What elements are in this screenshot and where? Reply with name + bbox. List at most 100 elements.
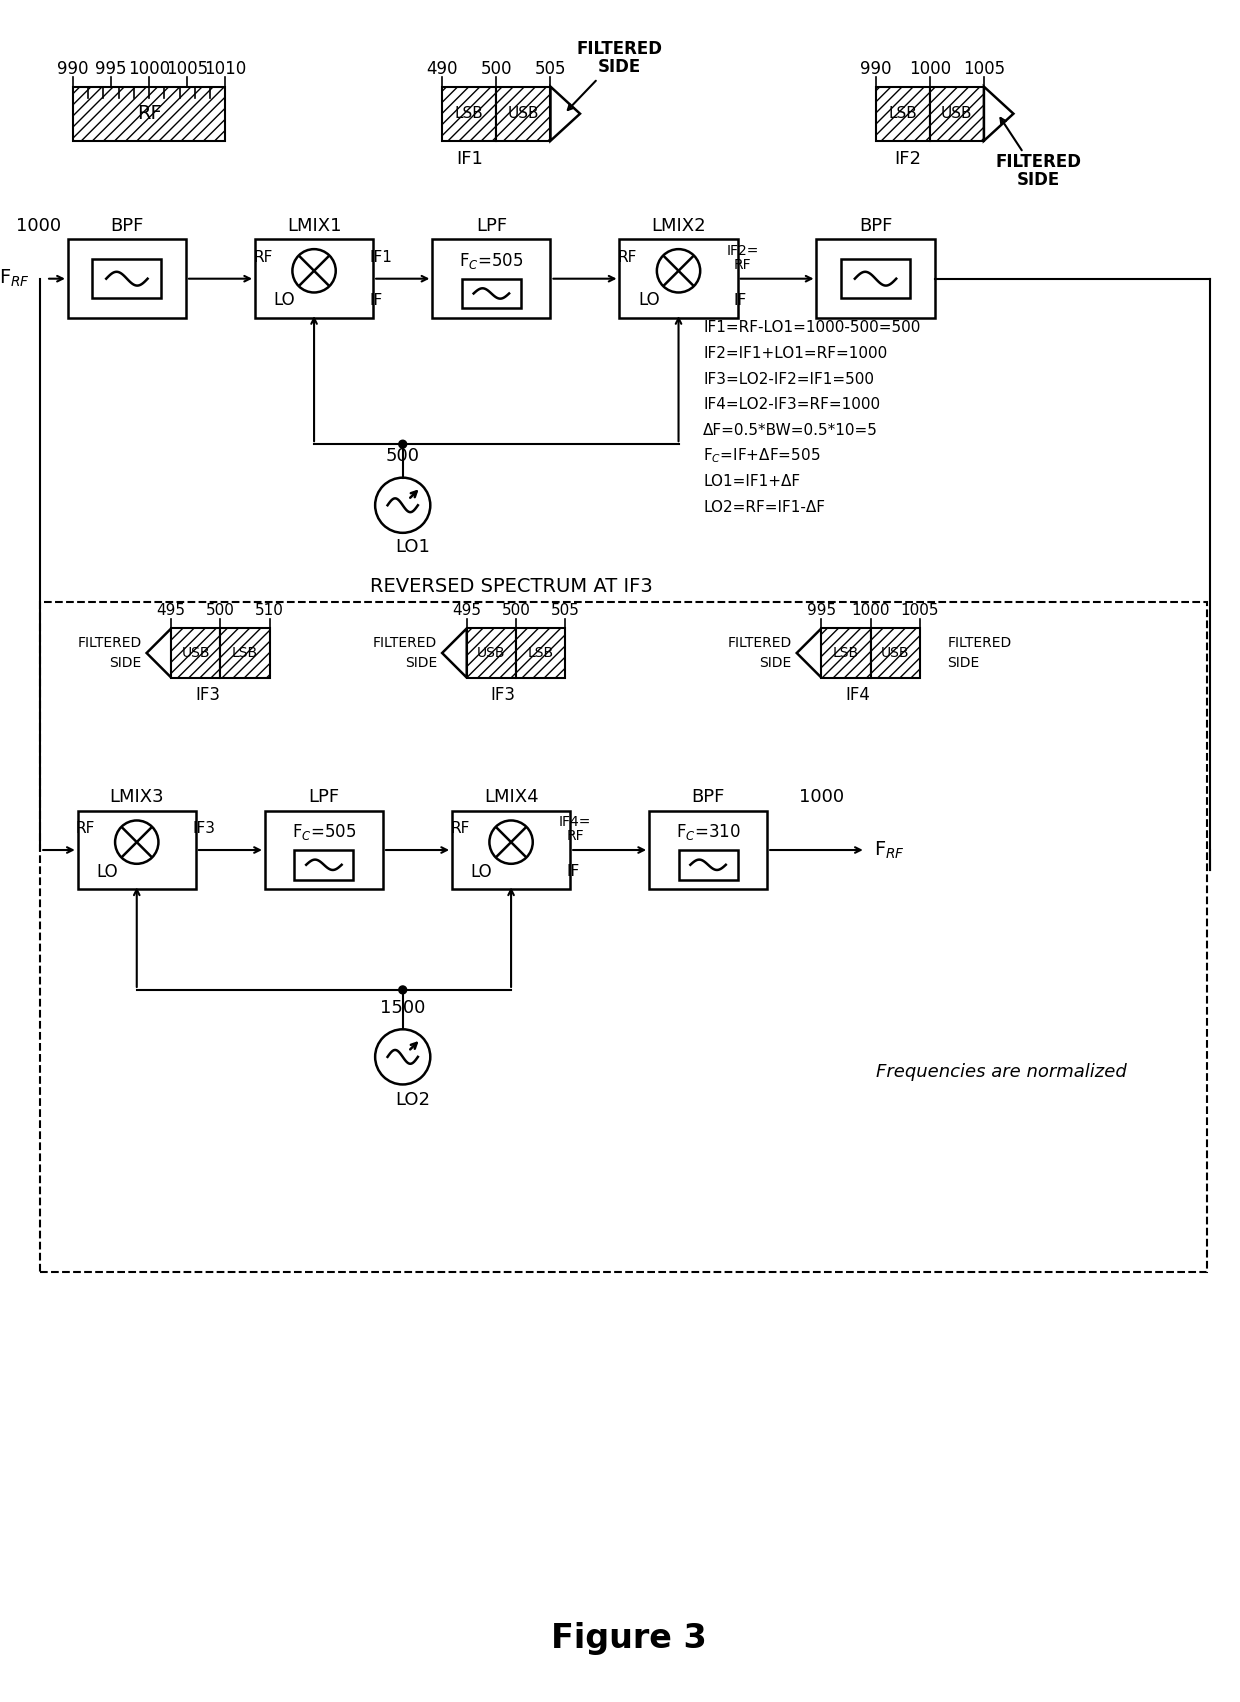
Text: SIDE: SIDE: [598, 58, 641, 77]
Text: LMIX2: LMIX2: [651, 216, 706, 235]
Text: IF3: IF3: [491, 686, 516, 705]
Text: 495: 495: [453, 603, 481, 618]
Text: F$_C$=IF+ΔF=505: F$_C$=IF+ΔF=505: [703, 446, 821, 465]
Text: FILTERED: FILTERED: [728, 637, 792, 650]
Text: RF: RF: [734, 259, 751, 272]
Text: BPF: BPF: [859, 216, 893, 235]
Bar: [461, 279, 521, 308]
Text: IF4=: IF4=: [559, 815, 591, 829]
Text: 500: 500: [501, 603, 531, 618]
Text: SIDE: SIDE: [760, 655, 792, 671]
Text: F$_{RF}$: F$_{RF}$: [0, 267, 30, 289]
Text: LSB: LSB: [833, 647, 859, 660]
Text: 1000: 1000: [16, 216, 61, 235]
Bar: [816, 240, 935, 318]
Text: LSB: LSB: [527, 647, 554, 660]
Text: LO: LO: [471, 863, 492, 880]
Text: RF: RF: [618, 250, 637, 264]
Text: IF3=LO2-IF2=IF1=500: IF3=LO2-IF2=IF1=500: [703, 371, 874, 386]
Text: FILTERED: FILTERED: [994, 153, 1081, 172]
Text: RF: RF: [450, 820, 470, 836]
Bar: [870, 628, 920, 677]
Bar: [821, 628, 870, 677]
Text: FILTERED: FILTERED: [373, 637, 438, 650]
Bar: [40, 603, 1208, 1271]
Text: 500: 500: [481, 60, 512, 78]
Text: IF2=IF1+LO1=RF=1000: IF2=IF1+LO1=RF=1000: [703, 346, 888, 361]
Text: USB: USB: [477, 647, 506, 660]
Text: 505: 505: [551, 603, 579, 618]
Text: LMIX4: LMIX4: [484, 788, 538, 805]
Text: USB: USB: [181, 647, 210, 660]
Bar: [875, 87, 930, 141]
Bar: [649, 810, 768, 890]
Text: 510: 510: [255, 603, 284, 618]
Text: LSB: LSB: [455, 106, 484, 121]
Text: IF3: IF3: [192, 820, 216, 836]
Text: LSB: LSB: [232, 647, 258, 660]
Text: F$_{RF}$: F$_{RF}$: [873, 839, 904, 861]
Text: FILTERED: FILTERED: [577, 41, 662, 58]
Text: 1010: 1010: [205, 60, 247, 78]
Text: ΔF=0.5*BW=0.5*10=5: ΔF=0.5*BW=0.5*10=5: [703, 422, 878, 437]
Text: 990: 990: [859, 60, 892, 78]
Bar: [451, 810, 570, 890]
Text: 500: 500: [386, 448, 419, 465]
Text: 1005: 1005: [166, 60, 208, 78]
Text: 1000: 1000: [909, 60, 951, 78]
Bar: [221, 628, 270, 677]
Text: LO2: LO2: [396, 1091, 430, 1110]
Text: 1005: 1005: [962, 60, 1004, 78]
Text: IF1: IF1: [456, 150, 482, 167]
Bar: [78, 810, 196, 890]
Bar: [443, 87, 496, 141]
Text: 1000: 1000: [128, 60, 170, 78]
Bar: [466, 628, 516, 677]
Text: RF: RF: [76, 820, 95, 836]
Bar: [516, 628, 565, 677]
Text: IF3: IF3: [195, 686, 221, 705]
Text: IF2: IF2: [894, 150, 921, 167]
Text: F$_C$=310: F$_C$=310: [676, 822, 740, 842]
Text: SIDE: SIDE: [1017, 172, 1060, 189]
Text: IF1=RF-LO1=1000-500=500: IF1=RF-LO1=1000-500=500: [703, 320, 920, 335]
Text: SIDE: SIDE: [947, 655, 980, 671]
Text: USB: USB: [941, 106, 972, 121]
Text: RF: RF: [136, 104, 161, 123]
Bar: [294, 849, 353, 880]
Text: F$_C$=505: F$_C$=505: [459, 250, 523, 271]
Text: IF4: IF4: [846, 686, 870, 705]
Bar: [68, 240, 186, 318]
Text: USB: USB: [507, 106, 539, 121]
Text: 1005: 1005: [900, 603, 939, 618]
Text: 995: 995: [95, 60, 126, 78]
Text: BPF: BPF: [692, 788, 724, 805]
Text: LO1=IF1+ΔF: LO1=IF1+ΔF: [703, 475, 800, 488]
Bar: [678, 849, 738, 880]
Text: Frequencies are normalized: Frequencies are normalized: [875, 1062, 1126, 1081]
Text: 995: 995: [807, 603, 836, 618]
Bar: [841, 259, 910, 298]
Text: IF: IF: [734, 293, 748, 308]
Bar: [433, 240, 551, 318]
Text: IF1: IF1: [370, 250, 393, 264]
Text: 500: 500: [206, 603, 234, 618]
Text: 495: 495: [156, 603, 186, 618]
Text: LO2=RF=IF1-ΔF: LO2=RF=IF1-ΔF: [703, 500, 825, 514]
Bar: [620, 240, 738, 318]
Text: LO: LO: [274, 291, 295, 310]
Text: FILTERED: FILTERED: [77, 637, 141, 650]
Text: LO: LO: [639, 291, 660, 310]
Text: Figure 3: Figure 3: [552, 1622, 707, 1654]
Circle shape: [399, 441, 407, 448]
Bar: [93, 259, 161, 298]
Bar: [255, 240, 373, 318]
Text: LPF: LPF: [309, 788, 340, 805]
Bar: [171, 628, 221, 677]
Bar: [265, 810, 383, 890]
Bar: [73, 87, 226, 141]
Bar: [930, 87, 983, 141]
Circle shape: [399, 985, 407, 994]
Text: FILTERED: FILTERED: [947, 637, 1012, 650]
Text: REVERSED SPECTRUM AT IF3: REVERSED SPECTRUM AT IF3: [370, 577, 652, 596]
